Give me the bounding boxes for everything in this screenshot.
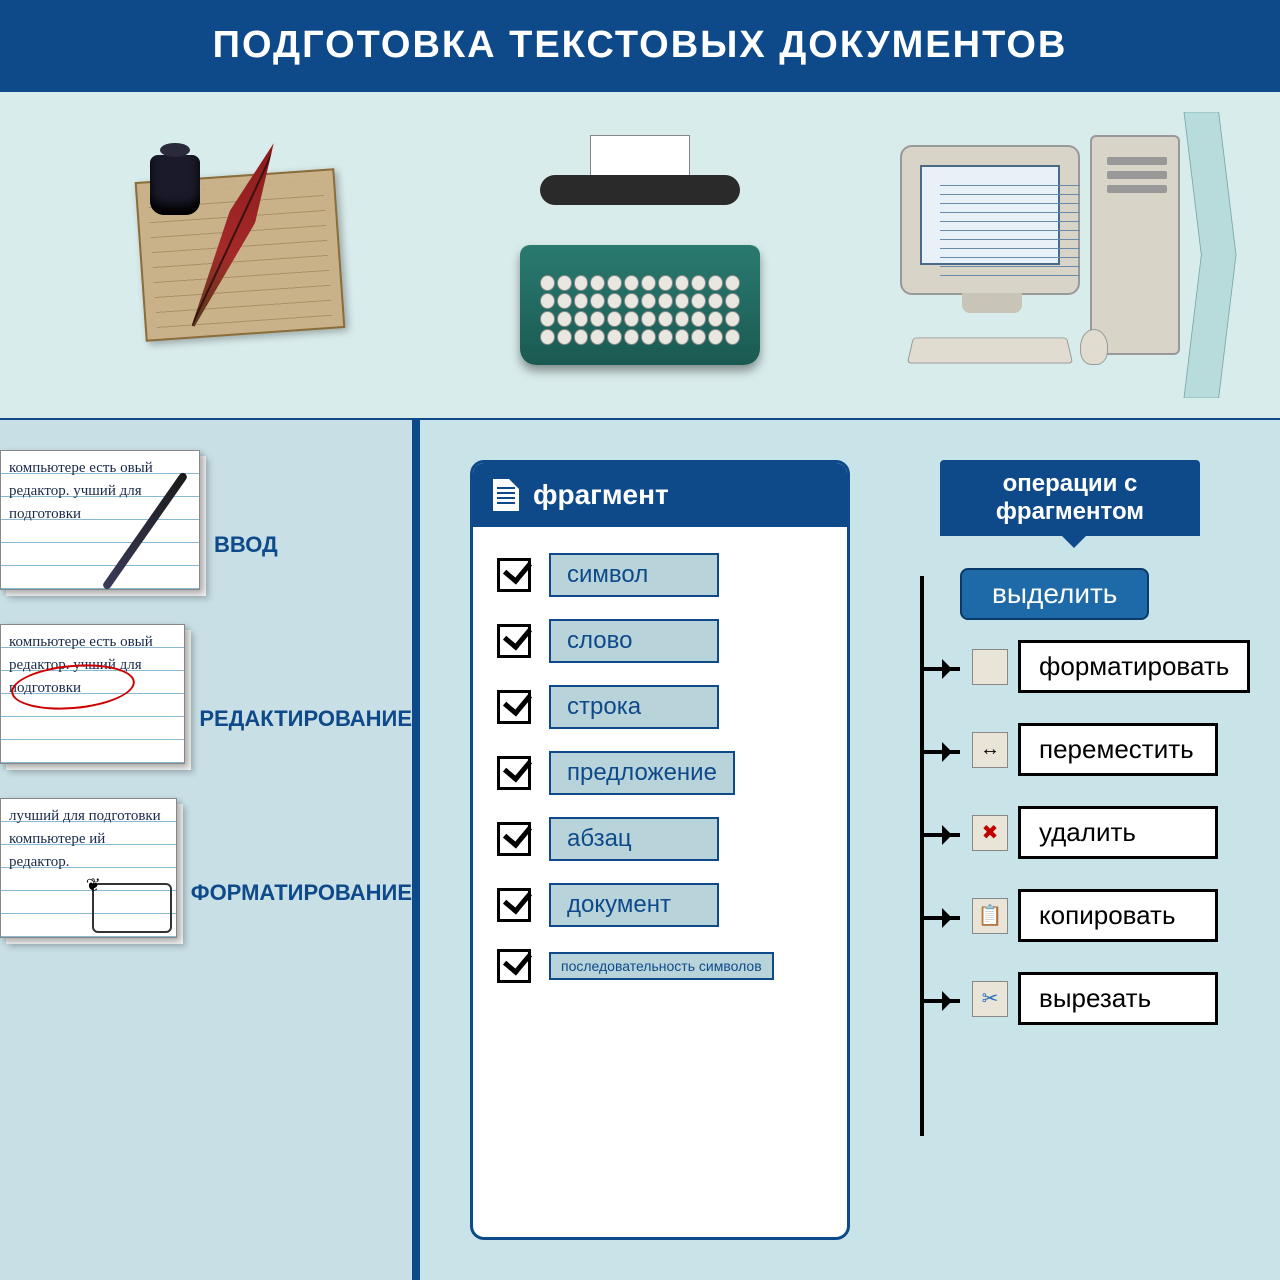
fragment-box: фрагмент символ слово строка предложение абз…	[470, 460, 850, 1240]
fragment-item-label: предложение	[549, 751, 735, 795]
operation-icon: ✂	[972, 981, 1008, 1017]
operation-label: удалить	[1018, 806, 1218, 859]
operation-icon: ✖	[972, 815, 1008, 851]
operation-row: ✖ удалить	[900, 806, 1280, 859]
checkbox-checked-icon	[497, 756, 531, 790]
operation-row: ✂ вырезать	[900, 972, 1280, 1025]
checkbox-checked-icon	[497, 822, 531, 856]
fragment-item-label: символ	[549, 553, 719, 597]
operation-label: форматировать	[1018, 640, 1250, 693]
evolution-typewriter	[440, 112, 840, 398]
fragment-header: фрагмент	[473, 463, 847, 527]
fragment-item: последовательность символов	[497, 949, 823, 983]
checkbox-checked-icon	[497, 690, 531, 724]
edit-sample-text: компьютере есть овый редактор. учший для…	[1, 625, 184, 706]
step-format: лучший для подготовки компьютере ий реда…	[0, 798, 412, 938]
fragment-item: абзац	[497, 817, 823, 861]
select-button[interactable]: выделить	[960, 568, 1149, 620]
tree-branch-arrow-icon	[920, 916, 960, 920]
fragment-list: символ слово строка предложение абзац докумен…	[473, 527, 847, 1009]
step-label-edit: РЕДАКТИРОВАНИЕ	[199, 656, 412, 732]
evolution-timeline	[0, 90, 1280, 420]
inkwell-icon	[150, 155, 200, 215]
fragment-item-label: абзац	[549, 817, 719, 861]
fragment-operations-panel: фрагмент символ слово строка предложение абз…	[420, 420, 1280, 1280]
mouse-icon	[1080, 329, 1108, 365]
keyboard-icon	[907, 337, 1073, 363]
fragment-item: предложение	[497, 751, 823, 795]
step-label-input: ВВОД	[214, 482, 278, 558]
fragment-item-label: документ	[549, 883, 719, 927]
operation-icon: ↔	[972, 732, 1008, 768]
operations-tree: форматировать ↔ переместить ✖ удалить 📋 копиро…	[900, 640, 1280, 1025]
document-icon	[493, 479, 519, 511]
typewriter-roller-icon	[540, 175, 740, 205]
fragment-item: слово	[497, 619, 823, 663]
operation-row: ↔ переместить	[900, 723, 1280, 776]
tower-icon	[1090, 135, 1180, 355]
operation-icon	[972, 649, 1008, 685]
checkbox-checked-icon	[497, 624, 531, 658]
arrow-down-icon	[1060, 534, 1088, 562]
evolution-computer	[840, 112, 1240, 398]
step-label-format: ФОРМАТИРОВАНИЕ	[191, 830, 412, 906]
tree-branch-arrow-icon	[920, 667, 960, 671]
evolution-quill	[40, 112, 440, 398]
fragment-item-label: слово	[549, 619, 719, 663]
operation-label: переместить	[1018, 723, 1218, 776]
checkbox-checked-icon	[497, 558, 531, 592]
typewriter-keys-icon	[540, 275, 740, 345]
step-input: компьютере есть овый редактор. учший для…	[0, 450, 412, 590]
fragment-item: документ	[497, 883, 823, 927]
fragment-header-label: фрагмент	[533, 479, 669, 511]
operation-icon: 📋	[972, 898, 1008, 934]
checkbox-checked-icon	[497, 949, 531, 983]
edit-notecard: компьютере есть овый редактор. учший для…	[0, 624, 185, 764]
checkbox-checked-icon	[497, 888, 531, 922]
input-notecard: компьютере есть овый редактор. учший для…	[0, 450, 200, 590]
operation-label: копировать	[1018, 889, 1218, 942]
process-steps-panel: компьютере есть овый редактор. учший для…	[0, 420, 420, 1280]
tree-branch-arrow-icon	[920, 999, 960, 1003]
tree-branch-arrow-icon	[920, 833, 960, 837]
operation-label: вырезать	[1018, 972, 1218, 1025]
fragment-item-label: последовательность символов	[549, 952, 774, 981]
fragment-item: символ	[497, 553, 823, 597]
step-edit: компьютере есть овый редактор. учший для…	[0, 624, 412, 764]
operation-row: форматировать	[900, 640, 1280, 693]
operations-column: операции с фрагментом выделить форматиро…	[900, 460, 1280, 1240]
page-title: ПОДГОТОВКА ТЕКСТОВЫХ ДОКУМЕНТОВ	[0, 0, 1280, 90]
format-sample-text: лучший для подготовки компьютере ий реда…	[1, 799, 176, 880]
fragment-item: строка	[497, 685, 823, 729]
operation-row: 📋 копировать	[900, 889, 1280, 942]
operations-header: операции с фрагментом	[940, 460, 1200, 536]
fragment-item-label: строка	[549, 685, 719, 729]
decorative-frame-icon	[92, 883, 172, 933]
monitor-icon	[900, 145, 1080, 295]
tree-branch-arrow-icon	[920, 750, 960, 754]
format-notecard: лучший для подготовки компьютере ий реда…	[0, 798, 177, 938]
